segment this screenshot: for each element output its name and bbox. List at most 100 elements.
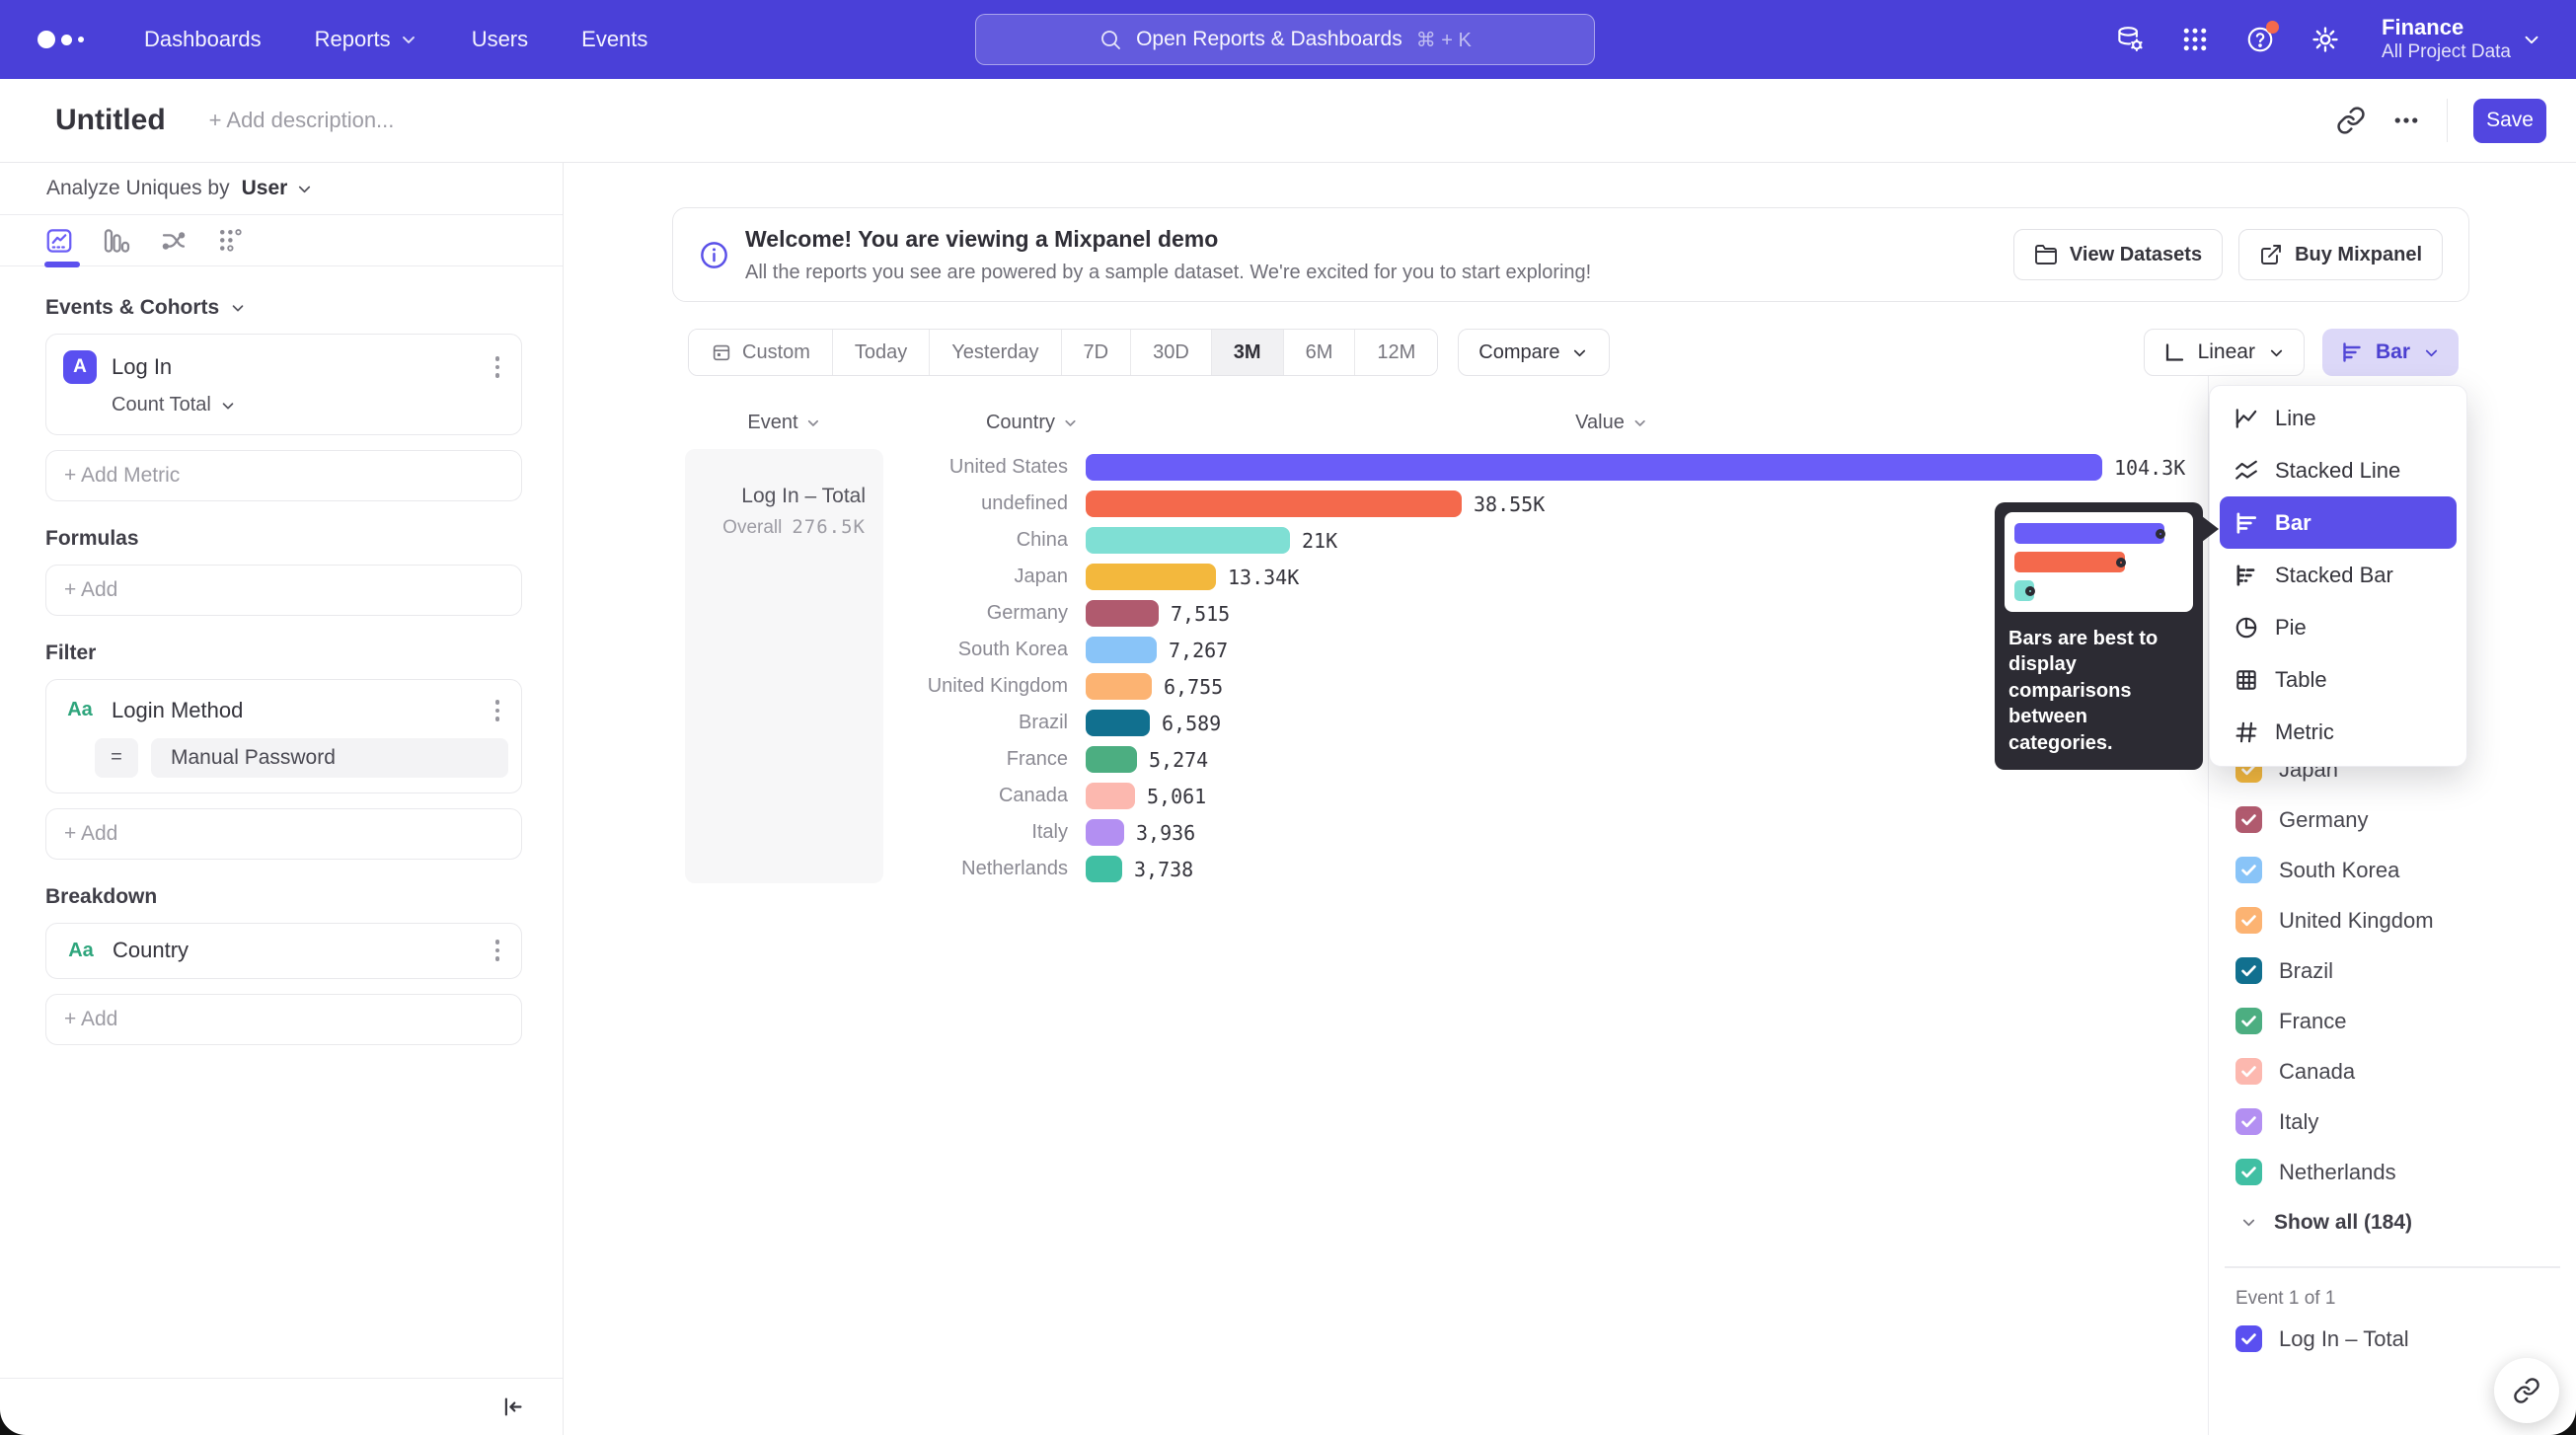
report-title[interactable]: Untitled [55, 104, 166, 136]
legend-checkbox[interactable] [2235, 806, 2262, 833]
show-all-button[interactable]: Show all (184) [2235, 1197, 2566, 1247]
date-range-today[interactable]: Today [831, 330, 930, 375]
add-breakdown-button[interactable]: + Add [45, 993, 522, 1045]
bar-track: 6,755 [1086, 673, 2208, 700]
bar-segment[interactable] [1086, 856, 1122, 882]
legend-item-netherlands[interactable]: Netherlands [2235, 1147, 2566, 1197]
tab-retention[interactable] [216, 226, 246, 256]
date-range-7d[interactable]: 7D [1060, 330, 1131, 375]
nav-item-reports[interactable]: Reports [315, 27, 418, 52]
legend-item-united-kingdom[interactable]: United Kingdom [2235, 895, 2566, 945]
nav-item-dashboards[interactable]: Dashboards [144, 27, 262, 52]
legend-panel: Japan Germany South Korea United Kingdom Bra… [2208, 376, 2576, 1435]
data-settings-icon[interactable] [2115, 25, 2145, 54]
legend-checkbox[interactable] [2235, 1058, 2262, 1085]
legend-item-south-korea[interactable]: South Korea [2235, 845, 2566, 895]
chart-type-option-line[interactable]: Line [2220, 392, 2457, 444]
event-checkbox[interactable] [2235, 1325, 2262, 1352]
project-selector[interactable]: Finance All Project Data [2382, 15, 2542, 63]
axis-icon [2162, 340, 2186, 364]
events-cohorts-header[interactable]: Events & Cohorts [45, 296, 522, 320]
date-range-custom[interactable]: Custom [689, 330, 832, 375]
filter-value-field[interactable]: Manual Password [151, 737, 508, 778]
bar-segment[interactable] [1086, 673, 1152, 700]
mixpanel-logo-icon[interactable] [38, 31, 97, 48]
date-range-yesterday[interactable]: Yesterday [929, 330, 1061, 375]
kebab-menu-icon[interactable] [492, 696, 504, 725]
tab-funnels[interactable] [102, 226, 131, 256]
add-description-field[interactable]: + Add description... [208, 108, 395, 132]
analyze-value-selector[interactable]: User [241, 177, 288, 199]
nav-item-users[interactable]: Users [472, 27, 528, 52]
chart-type-option-table[interactable]: Table [2220, 653, 2457, 706]
date-range-3m[interactable]: 3M [1210, 330, 1283, 375]
legend-item-france[interactable]: France [2235, 996, 2566, 1046]
bar-segment[interactable] [1086, 746, 1137, 773]
column-header-value[interactable]: Value [1575, 412, 1648, 434]
column-header-event[interactable]: Event [747, 412, 821, 434]
bar-segment[interactable] [1086, 783, 1135, 809]
date-range-selector: Custom Today Yesterday 7D 30D 3M 6M 12M [688, 329, 1439, 376]
chart-type-button[interactable]: Bar [2321, 329, 2459, 376]
bar-segment[interactable] [1086, 491, 1462, 517]
legend-checkbox[interactable] [2235, 1159, 2262, 1185]
chart-type-option-metric[interactable]: Metric [2220, 706, 2457, 758]
scale-selector-button[interactable]: Linear [2143, 329, 2305, 376]
add-metric-button[interactable]: + Add Metric [45, 450, 522, 501]
bar-segment[interactable] [1086, 600, 1159, 627]
aggregation-selector[interactable]: Count Total [46, 384, 521, 434]
bar-segment[interactable] [1086, 637, 1157, 663]
legend-item-italy[interactable]: Italy [2235, 1096, 2566, 1147]
buy-mixpanel-button[interactable]: Buy Mixpanel [2238, 229, 2443, 280]
tab-flows[interactable] [159, 226, 189, 256]
legend-item-canada[interactable]: Canada [2235, 1046, 2566, 1096]
event-series-card[interactable]: Log In – Total Overall 276.5K [685, 449, 883, 883]
chart-type-option-stacked-line[interactable]: Stacked Line [2220, 444, 2457, 496]
add-formula-button[interactable]: + Add [45, 565, 522, 616]
value-column-label: Value [1575, 412, 1625, 433]
share-link-fab[interactable] [2494, 1358, 2559, 1423]
compare-button[interactable]: Compare [1458, 329, 1610, 376]
chart-type-option-bar[interactable]: Bar [2220, 496, 2457, 549]
legend-checkbox[interactable] [2235, 907, 2262, 934]
chart-type-option-stacked-bar[interactable]: Stacked Bar [2220, 549, 2457, 601]
gear-icon[interactable] [2311, 25, 2340, 54]
tooltip-bar-marker [2156, 528, 2165, 539]
bar-segment[interactable] [1086, 710, 1150, 736]
view-datasets-button[interactable]: View Datasets [2012, 229, 2224, 280]
legend-checkbox[interactable] [2235, 1008, 2262, 1034]
more-options-icon[interactable] [2391, 106, 2421, 135]
legend-checkbox[interactable] [2235, 857, 2262, 883]
bar-segment[interactable] [1086, 819, 1124, 846]
bar-segment[interactable] [1086, 454, 2102, 481]
collapse-sidebar-icon[interactable] [498, 1394, 525, 1420]
apps-grid-icon[interactable] [2180, 25, 2210, 54]
column-header-country[interactable]: Country [986, 412, 1079, 434]
date-range-30d[interactable]: 30D [1130, 330, 1211, 375]
legend-checkbox[interactable] [2235, 1108, 2262, 1135]
legend-item-germany[interactable]: Germany [2235, 794, 2566, 845]
chart-type-option-pie[interactable]: Pie [2220, 601, 2457, 653]
legend-item-brazil[interactable]: Brazil [2235, 945, 2566, 996]
tab-insights[interactable] [44, 226, 74, 256]
legend-event-row[interactable]: Log In – Total [2235, 1325, 2409, 1352]
filter-property-name[interactable]: Login Method [112, 697, 244, 722]
kebab-menu-icon[interactable] [492, 352, 504, 382]
save-button[interactable]: Save [2473, 98, 2546, 143]
legend-checkbox[interactable] [2235, 957, 2262, 984]
bar-segment[interactable] [1086, 527, 1290, 554]
nav-item-events[interactable]: Events [581, 27, 647, 52]
copy-link-icon[interactable] [2336, 106, 2366, 135]
global-search-input[interactable]: Open Reports & Dashboards ⌘ + K [975, 14, 1595, 65]
kebab-menu-icon[interactable] [492, 936, 504, 965]
breakdown-property-name[interactable]: Country [113, 938, 189, 962]
date-range-6m[interactable]: 6M [1282, 330, 1355, 375]
bar-track: 3,738 [1086, 856, 2208, 882]
bar-segment[interactable] [1086, 564, 1216, 590]
add-filter-button[interactable]: + Add [45, 807, 522, 860]
filter-operator[interactable]: = [95, 737, 138, 778]
event-name[interactable]: Log In [112, 354, 173, 379]
date-range-12m[interactable]: 12M [1354, 330, 1438, 375]
help-icon[interactable] [2245, 21, 2280, 54]
bar-category-label: France [1006, 748, 1068, 770]
